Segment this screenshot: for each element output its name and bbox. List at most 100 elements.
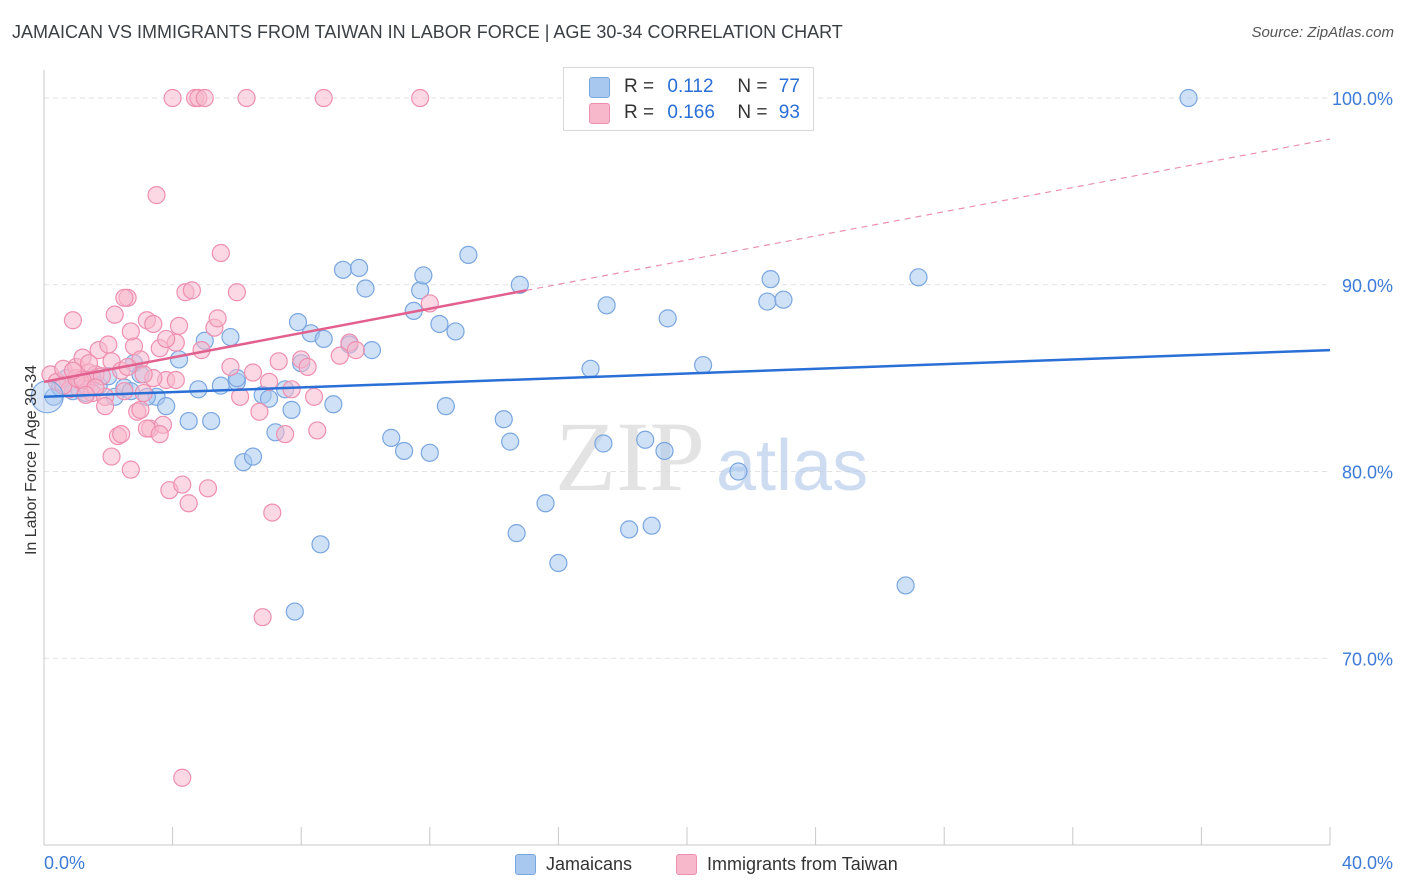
r-value: 0.166 xyxy=(667,102,715,123)
jamaicans-point xyxy=(658,309,677,328)
jamaicans-point xyxy=(581,359,600,378)
jamaicans-point xyxy=(349,258,369,278)
taiwan-point xyxy=(179,494,198,513)
x-tick-label: 40.0% xyxy=(1342,853,1393,873)
taiwan-point xyxy=(112,425,131,444)
jamaicans-point xyxy=(179,411,198,431)
watermark: ZIP atlas xyxy=(555,401,868,512)
jamaicans-legend-swatch xyxy=(515,853,536,875)
jamaicans-point xyxy=(394,441,414,461)
jamaicans-point xyxy=(430,314,449,334)
legend-item-taiwan[interactable]: Immigrants from Taiwan xyxy=(676,852,898,876)
jamaicans-point xyxy=(382,428,401,447)
jamaicans-point xyxy=(729,462,748,481)
taiwan-point xyxy=(314,88,333,108)
taiwan-point xyxy=(144,314,163,334)
jamaicans-point xyxy=(157,397,176,416)
taiwan-point xyxy=(304,387,324,406)
taiwan-point xyxy=(105,305,124,324)
jamaicans-point xyxy=(333,260,353,279)
jamaicans-point xyxy=(356,279,375,298)
jamaicans-point xyxy=(536,494,555,513)
taiwan-point xyxy=(79,354,99,373)
y-tick-label: 90.0% xyxy=(1342,276,1393,296)
taiwan-point xyxy=(346,341,365,360)
jamaicans-point xyxy=(761,270,780,289)
jamaicans-point xyxy=(501,432,520,451)
jamaicans-point xyxy=(896,576,915,595)
taiwan-point xyxy=(250,402,269,421)
r-label: R = xyxy=(624,102,655,123)
jamaicans-point xyxy=(221,327,240,347)
jamaicans-point xyxy=(446,322,465,341)
taiwan-point xyxy=(121,460,140,479)
y-tick-label: 80.0% xyxy=(1342,463,1393,483)
taiwan-point xyxy=(115,288,134,307)
jamaicans-point xyxy=(243,447,263,466)
taiwan-point xyxy=(198,479,218,498)
jamaicans-point xyxy=(1179,88,1198,108)
taiwan-point xyxy=(134,365,153,384)
taiwan-point xyxy=(237,88,256,108)
taiwan-swatch xyxy=(589,102,610,124)
n-value: 77 xyxy=(778,76,800,97)
taiwan-point xyxy=(115,382,134,401)
jamaicans-point xyxy=(597,296,616,315)
jamaicans-point xyxy=(758,292,777,311)
taiwan-point xyxy=(163,88,182,108)
legend-item-jamaicans[interactable]: Jamaicans xyxy=(515,852,632,876)
jamaicans-point xyxy=(620,520,639,539)
jamaicans-point xyxy=(414,266,433,285)
stats-row-taiwan: R = 0.166 N = 93 xyxy=(589,101,800,125)
legend-label-taiwan: Immigrants from Taiwan xyxy=(707,853,898,874)
taiwan-point xyxy=(231,387,250,406)
taiwan-point xyxy=(147,186,166,205)
taiwan-point xyxy=(173,475,192,494)
jamaicans-point xyxy=(202,411,221,431)
r-value: 0.112 xyxy=(667,76,714,97)
jamaicans-point xyxy=(494,410,513,429)
taiwan-point xyxy=(211,243,230,263)
jamaicans-point xyxy=(324,395,343,414)
jamaicans-point xyxy=(362,341,382,360)
stats-row-jamaicans: R = 0.112 N = 77 xyxy=(589,75,800,99)
taiwan-point xyxy=(95,397,115,416)
taiwan-point xyxy=(253,608,272,627)
taiwan-point xyxy=(157,329,176,349)
trend-lines xyxy=(43,138,1331,399)
stats-legend: R = 0.112 N = 77 R = 0.166 N = 93 xyxy=(563,67,814,131)
taiwan-point xyxy=(182,281,201,300)
y-tick-label: 100.0% xyxy=(1332,89,1393,109)
jamaicans-point xyxy=(909,268,928,287)
tick-labels: 70.0% 80.0% 90.0% 100.0% 0.0% 40.0% xyxy=(44,89,1393,873)
taiwan-point xyxy=(173,768,192,787)
taiwan-point xyxy=(195,88,214,108)
jamaicans-point xyxy=(288,313,308,332)
taiwan-point xyxy=(131,400,150,419)
jamaicans-point xyxy=(311,535,330,554)
jamaicans-point xyxy=(459,245,478,264)
n-value: 93 xyxy=(778,102,800,123)
taiwan-point xyxy=(227,283,246,302)
watermark-zip: ZIP xyxy=(555,401,705,512)
x-tick-label: 0.0% xyxy=(44,853,85,873)
taiwan-point xyxy=(259,372,279,391)
taiwan-point xyxy=(150,425,169,444)
jamaicans-point xyxy=(507,524,526,543)
jamaicans-point xyxy=(594,434,613,453)
taiwan-point xyxy=(263,503,282,522)
taiwan-point xyxy=(99,335,118,354)
series-jamaicans xyxy=(44,88,1198,621)
taiwan-point xyxy=(208,309,227,328)
taiwan-point xyxy=(411,88,430,108)
legend-label-jamaicans: Jamaicans xyxy=(546,853,633,874)
jamaicans-point xyxy=(282,400,301,419)
taiwan-point xyxy=(121,322,140,341)
taiwan-point xyxy=(330,346,349,365)
jamaicans-point xyxy=(436,397,455,416)
taiwan-point xyxy=(298,357,317,377)
jamaicans-swatch xyxy=(589,76,610,98)
taiwan-point xyxy=(169,316,189,335)
axes xyxy=(43,70,1331,846)
